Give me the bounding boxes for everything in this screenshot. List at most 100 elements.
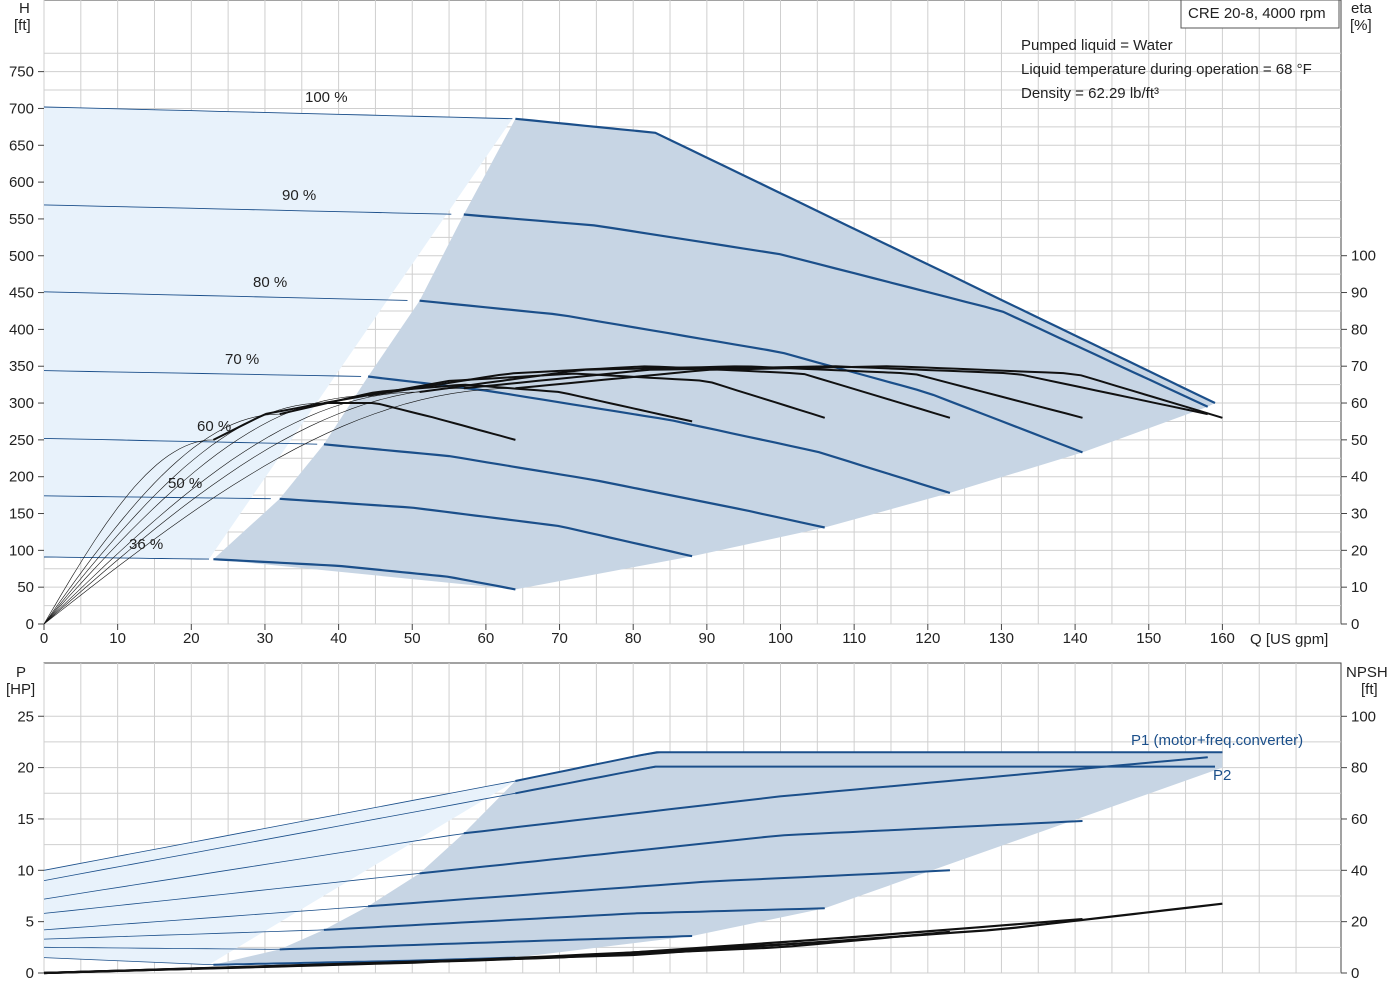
head-curve <box>279 497 693 558</box>
p-tick-label: 20 <box>17 760 34 777</box>
q-tick-label: 110 <box>842 630 866 647</box>
q-tick-label: 80 <box>625 630 642 647</box>
q-tick-label: 100 <box>768 630 793 647</box>
h-tick-label: 250 <box>9 432 34 449</box>
npsh-tick-label: 100 <box>1351 708 1376 725</box>
speed-label-90: 90 % <box>282 187 316 204</box>
npsh-tick-label: 40 <box>1351 862 1368 879</box>
head-curve-extended <box>43 437 318 445</box>
power-curve <box>279 935 693 951</box>
pump-title: CRE 20-8, 4000 rpm <box>1188 5 1326 22</box>
info-pumped-liquid: Pumped liquid = Water <box>1021 37 1173 54</box>
h-tick-label: 500 <box>9 248 34 265</box>
q-tick-label: 70 <box>551 630 568 647</box>
h-tick-label: 200 <box>9 469 34 486</box>
q-tick-label: 20 <box>183 630 200 647</box>
efficiency-curve <box>323 372 826 419</box>
q-tick-label: 90 <box>699 630 716 647</box>
q-tick-label: 140 <box>1063 630 1088 647</box>
p2-label: P2 <box>1213 767 1231 784</box>
speed-label-70: 70 % <box>225 351 259 368</box>
p-tick-label: 25 <box>17 708 34 725</box>
h-tick-label: 350 <box>9 358 34 375</box>
q-tick-label: 40 <box>330 630 347 647</box>
h-tick-label: 150 <box>9 506 34 523</box>
head-curve-extended <box>43 291 408 301</box>
h-tick-label: 0 <box>26 616 34 633</box>
eta-tick-label: 20 <box>1351 542 1368 559</box>
info-density: Density = 62.29 lb/ft³ <box>1021 85 1159 102</box>
h-tick-label: 650 <box>9 137 34 154</box>
power-curve <box>323 907 825 931</box>
npsh-tick-label: 0 <box>1351 965 1359 982</box>
eta-tick-label: 90 <box>1351 285 1368 302</box>
npsh-curve <box>43 902 1223 975</box>
npsh-tick-label: 80 <box>1351 760 1368 777</box>
h-tick-label: 400 <box>9 321 34 338</box>
h-tick-label: 600 <box>9 174 34 191</box>
p-tick-label: 0 <box>26 965 34 982</box>
h-tick-label: 550 <box>9 211 34 228</box>
eta-axis-unit: [%] <box>1350 17 1372 34</box>
head-curve-extended <box>43 204 452 215</box>
head-curve <box>463 213 1209 408</box>
q-tick-label: 160 <box>1210 630 1235 647</box>
eta-tick-label: 40 <box>1351 469 1368 486</box>
power-operating-area <box>213 752 1223 965</box>
p-tick-label: 15 <box>17 811 34 828</box>
eta-tick-label: 30 <box>1351 506 1368 523</box>
h-axis-unit: [ft] <box>14 17 31 34</box>
h-tick-label: 50 <box>17 579 34 596</box>
p-axis-unit: [HP] <box>6 681 35 698</box>
eta-axis-label: eta <box>1351 0 1373 17</box>
head-curve-extended <box>43 556 210 560</box>
h-tick-label: 100 <box>9 542 34 559</box>
q-tick-label: 10 <box>109 630 126 647</box>
speed-label-100: 100 % <box>305 89 348 106</box>
q-tick-label: 50 <box>404 630 421 647</box>
h-tick-label: 700 <box>9 100 34 117</box>
power-extended-area <box>44 781 516 965</box>
speed-label-36: 36 % <box>129 536 163 553</box>
power-curve <box>463 756 1208 835</box>
eta-tick-label: 0 <box>1351 616 1359 633</box>
speed-label-50: 50 % <box>168 475 202 492</box>
head-curve <box>323 443 825 529</box>
q-tick-label: 150 <box>1136 630 1161 647</box>
q-tick-label: 30 <box>257 630 274 647</box>
eta-tick-label: 70 <box>1351 358 1368 375</box>
npsh-axis-label: NPSH <box>1346 664 1388 681</box>
q-tick-label: 120 <box>915 630 940 647</box>
q-tick-label: 0 <box>40 630 48 647</box>
title-box <box>1180 0 1340 29</box>
eta-tick-label: 50 <box>1351 432 1368 449</box>
head-curve <box>213 558 516 591</box>
npsh-axis-unit: [ft] <box>1361 681 1378 698</box>
h-tick-label: 450 <box>9 285 34 302</box>
extended-area <box>44 107 513 560</box>
p1-label: P1 (motor+freq.converter) <box>1131 732 1303 749</box>
efficiency-curve <box>515 365 1223 419</box>
efficiency-curve <box>419 365 1083 419</box>
head-curve-extended <box>43 106 513 120</box>
info-liquid-temperature: Liquid temperature during operation = 68… <box>1021 61 1312 78</box>
eta-tick-label: 80 <box>1351 321 1368 338</box>
q-tick-label: 60 <box>478 630 495 647</box>
npsh-tick-label: 20 <box>1351 914 1368 931</box>
h-axis-label: H <box>19 0 30 17</box>
efficiency-curve <box>212 402 516 441</box>
speed-label-60: 60 % <box>197 418 231 435</box>
eta-tick-label: 10 <box>1351 579 1368 596</box>
operating-area <box>213 118 1215 590</box>
q-tick-label: 130 <box>989 630 1014 647</box>
q-axis-label: Q [US gpm] <box>1250 631 1328 648</box>
power-curve <box>419 820 1083 875</box>
eta-tick-label: 60 <box>1351 395 1368 412</box>
efficiency-curve <box>367 365 951 419</box>
h-tick-label: 750 <box>9 64 34 81</box>
eta-tick-label: 100 <box>1351 248 1376 265</box>
p-tick-label: 5 <box>26 914 34 931</box>
speed-label-80: 80 % <box>253 274 287 291</box>
head-curve <box>515 117 1216 404</box>
